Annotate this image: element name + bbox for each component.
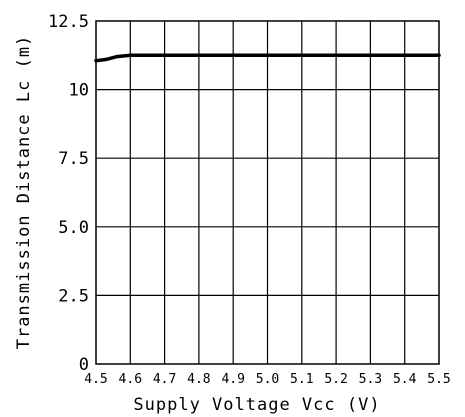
y-tick-label: 12.5	[48, 12, 89, 32]
x-tick-labels: 4.5 4.6 4.7 4.8 4.9 5.0 5.1 5.2 5.3 5.4 5.5	[84, 372, 450, 387]
y-tick-label: 2.5	[58, 286, 89, 306]
x-tick-label: 4.5	[84, 372, 107, 387]
x-tick-label: 5.4	[393, 372, 417, 387]
x-axis-label: Supply Voltage Vcc (V)	[133, 395, 380, 415]
x-tick-label: 4.6	[119, 372, 142, 387]
y-tick-label: 5.0	[58, 218, 89, 238]
series-line-transmission-distance	[94, 53, 441, 63]
y-tick-label: 0	[79, 355, 89, 375]
y-tick-labels: 0 2.5 5.0 7.5 10 12.5	[48, 12, 89, 375]
y-tick-label: 10	[69, 81, 89, 101]
x-tick-label: 4.9	[221, 372, 244, 387]
x-tick-label: 4.7	[153, 372, 176, 387]
x-tick-label: 5.1	[290, 372, 313, 387]
x-tick-label: 5.0	[256, 372, 279, 387]
grid	[96, 21, 439, 364]
y-axis-label: Transmission Distance Lc (m)	[14, 35, 34, 350]
x-tick-label: 4.8	[187, 372, 210, 387]
y-tick-label: 7.5	[58, 149, 89, 169]
x-tick-label: 5.2	[324, 372, 347, 387]
x-tick-label: 5.3	[359, 372, 382, 387]
plot-frame	[95, 20, 440, 365]
x-tick-label: 5.5	[427, 372, 450, 387]
